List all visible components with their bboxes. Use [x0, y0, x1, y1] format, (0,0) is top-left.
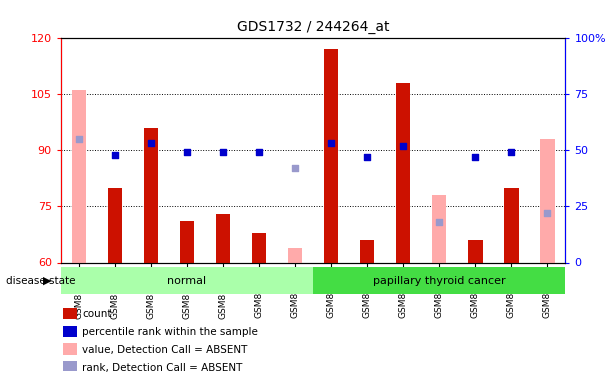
- Point: [182, 149, 192, 155]
- Point: [506, 149, 516, 155]
- Bar: [288, 248, 302, 262]
- Title: GDS1732 / 244264_at: GDS1732 / 244264_at: [237, 20, 389, 34]
- Point: [290, 165, 300, 171]
- Point: [110, 152, 120, 157]
- Bar: [216, 214, 230, 262]
- Text: ▶: ▶: [43, 276, 52, 286]
- Point: [218, 149, 228, 155]
- Bar: [63, 361, 77, 373]
- Bar: [143, 128, 158, 262]
- Point: [74, 136, 84, 142]
- Bar: [63, 308, 77, 319]
- Bar: [540, 139, 554, 262]
- Text: value, Detection Call = ABSENT: value, Detection Call = ABSENT: [82, 345, 247, 355]
- Bar: [252, 232, 266, 262]
- Point: [542, 210, 552, 216]
- Text: papillary thyroid cancer: papillary thyroid cancer: [373, 276, 506, 286]
- Text: percentile rank within the sample: percentile rank within the sample: [82, 327, 258, 337]
- Text: count: count: [82, 309, 112, 319]
- Text: rank, Detection Call = ABSENT: rank, Detection Call = ABSENT: [82, 363, 243, 373]
- Bar: [180, 221, 194, 262]
- Point: [362, 154, 372, 160]
- Bar: [313, 267, 565, 294]
- Bar: [324, 49, 338, 262]
- Point: [254, 149, 264, 155]
- Bar: [504, 188, 519, 262]
- Point: [471, 154, 480, 160]
- Bar: [63, 326, 77, 337]
- Text: disease state: disease state: [6, 276, 75, 286]
- Bar: [468, 240, 483, 262]
- Point: [434, 219, 444, 225]
- Point: [398, 142, 408, 148]
- Bar: [108, 188, 122, 262]
- Point: [146, 140, 156, 146]
- Bar: [432, 195, 446, 262]
- Text: normal: normal: [167, 276, 207, 286]
- Bar: [61, 267, 313, 294]
- Point: [326, 140, 336, 146]
- Bar: [360, 240, 375, 262]
- Bar: [72, 90, 86, 262]
- Bar: [63, 344, 77, 355]
- Bar: [396, 82, 410, 262]
